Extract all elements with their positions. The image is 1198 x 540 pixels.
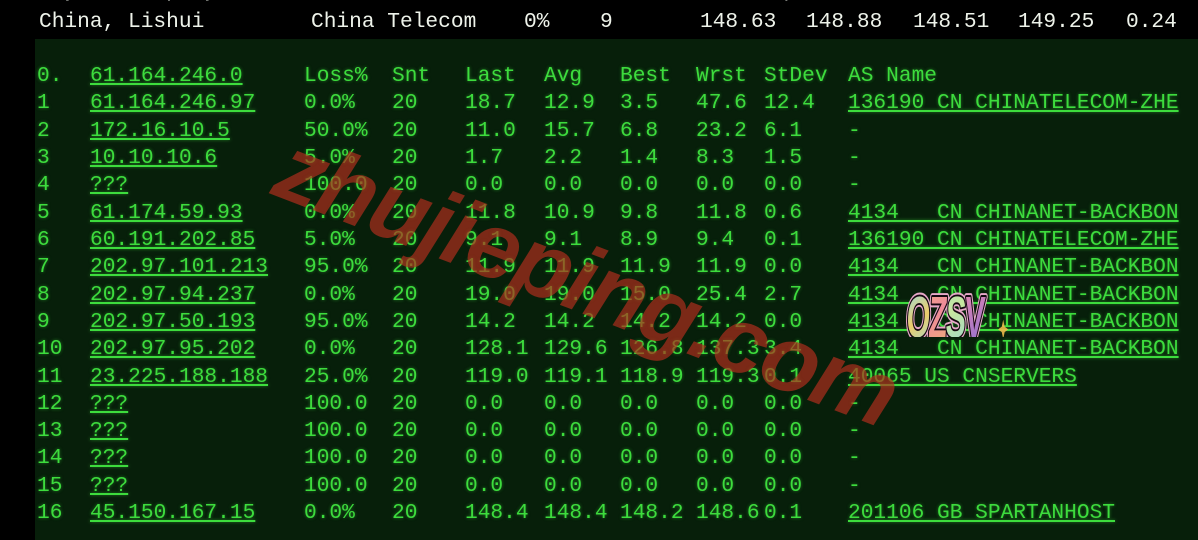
- svg-text:OZSV: OZSV: [906, 285, 987, 337]
